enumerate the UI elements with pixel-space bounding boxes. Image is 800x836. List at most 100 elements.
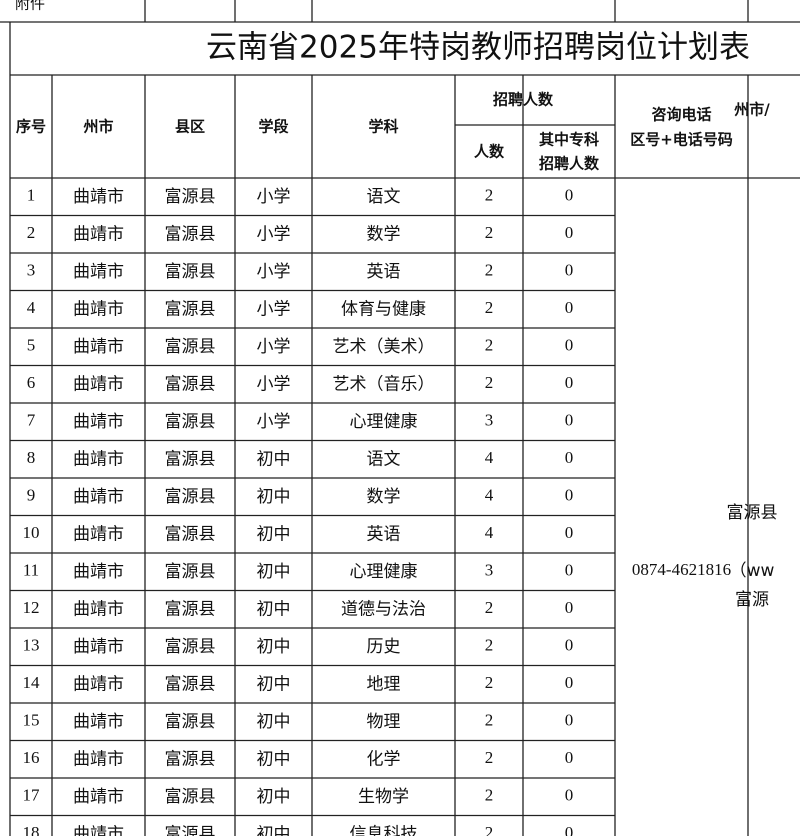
- table-cell: 3: [27, 261, 36, 280]
- column-header: 州市: [82, 118, 113, 136]
- table-cell: 信息科技: [350, 824, 418, 836]
- last-column-text: 富源县: [727, 503, 778, 523]
- table-title: 云南省2025年特岗教师招聘岗位计划表: [206, 30, 750, 66]
- table-cell: 曲靖市: [73, 749, 124, 769]
- table-cell: 7: [27, 411, 36, 430]
- table-cell: 富源县: [165, 487, 216, 507]
- table-cell: 心理健康: [350, 562, 418, 582]
- table-cell: 小学: [257, 337, 291, 357]
- table-cell: 0: [565, 523, 574, 542]
- table-cell: 初中: [257, 487, 291, 507]
- table-cell: 曲靖市: [73, 787, 124, 807]
- table-cell: 初中: [257, 787, 291, 807]
- table-cell: 0: [565, 486, 574, 505]
- table-cell: 2: [485, 786, 494, 805]
- table-cell: 曲靖市: [73, 449, 124, 469]
- table-cell: 曲靖市: [73, 637, 124, 657]
- table-cell: 0: [565, 636, 574, 655]
- table-cell: 富源县: [165, 562, 216, 582]
- table-cell: 化学: [367, 749, 401, 769]
- table-cell: 2: [485, 298, 494, 317]
- table-cell: 0: [565, 748, 574, 767]
- table-cell: 曲靖市: [73, 599, 124, 619]
- table-cell: 15: [23, 711, 40, 730]
- table-cell: 4: [27, 298, 36, 317]
- table-cell: 4: [485, 448, 494, 467]
- table-cell: 初中: [257, 749, 291, 769]
- table-cell: 0: [565, 823, 574, 836]
- table-cell: 初中: [257, 524, 291, 544]
- table-cell: 0: [565, 561, 574, 580]
- last-column-text: 富源: [735, 590, 769, 610]
- table-cell: 0: [565, 711, 574, 730]
- table-cell: 17: [23, 786, 41, 805]
- table-cell: 初中: [257, 449, 291, 469]
- column-header: 区号+电话号码: [630, 131, 733, 149]
- table-cell: 曲靖市: [73, 712, 124, 732]
- table-cell: 0: [565, 336, 574, 355]
- table-cell: 体育与健康: [341, 299, 426, 319]
- table-cell: 初中: [257, 599, 291, 619]
- table-cell: 小学: [257, 262, 291, 282]
- table-cell: 初中: [257, 674, 291, 694]
- table-cell: 13: [23, 636, 40, 655]
- table-cell: 曲靖市: [73, 674, 124, 694]
- table-cell: 富源县: [165, 449, 216, 469]
- column-header: 招聘人数: [539, 155, 600, 173]
- table-cell: 小学: [257, 374, 291, 394]
- table-cell: 小学: [257, 412, 291, 432]
- table-cell: 2: [485, 186, 494, 205]
- table-cell: 生物学: [358, 787, 409, 807]
- table-cell: 10: [23, 523, 40, 542]
- table-cell: 3: [485, 411, 494, 430]
- table-cell: 数学: [367, 487, 401, 507]
- table-cell: 0: [565, 411, 574, 430]
- table-cell: 曲靖市: [73, 262, 124, 282]
- column-header: 序号: [16, 118, 46, 136]
- table-cell: 0: [565, 786, 574, 805]
- table-cell: 曲靖市: [73, 337, 124, 357]
- table-cell: 6: [27, 373, 36, 392]
- column-header: 其中专科: [539, 131, 599, 149]
- table-cell: 初中: [257, 824, 291, 836]
- table-cell: 富源县: [165, 712, 216, 732]
- table-cell: 2: [485, 673, 494, 692]
- table-cell: 曲靖市: [73, 374, 124, 394]
- table-cell: 小学: [257, 187, 291, 207]
- table-cell: 2: [485, 636, 494, 655]
- table-cell: 物理: [367, 712, 401, 732]
- table-cell: 曲靖市: [73, 562, 124, 582]
- table-cell: 富源县: [165, 224, 216, 244]
- table-cell: 语文: [367, 187, 401, 207]
- table-cell: 3: [485, 561, 494, 580]
- table-cell: 富源县: [165, 824, 216, 836]
- table-cell: 2: [485, 223, 494, 242]
- table-cell: 曲靖市: [73, 524, 124, 544]
- last-column-text: （ww: [730, 561, 775, 581]
- table-cell: 富源县: [165, 524, 216, 544]
- table-cell: 富源县: [165, 787, 216, 807]
- table-cell: 曲靖市: [73, 412, 124, 432]
- table-cell: 14: [23, 673, 41, 692]
- column-header: 人数: [474, 143, 505, 161]
- table-cell: 小学: [257, 299, 291, 319]
- table-cell: 2: [27, 223, 36, 242]
- table-cell: 艺术（美术）: [333, 337, 435, 357]
- table-cell: 曲靖市: [73, 487, 124, 507]
- table-cell: 初中: [257, 712, 291, 732]
- table-cell: 0: [565, 223, 574, 242]
- table-cell: 富源县: [165, 674, 216, 694]
- table-cell: 富源县: [165, 749, 216, 769]
- table-cell: 曲靖市: [73, 224, 124, 244]
- table-cell: 富源县: [165, 412, 216, 432]
- table-cell: 0: [565, 298, 574, 317]
- table-cell: 0: [565, 598, 574, 617]
- table-cell: 心理健康: [350, 412, 418, 432]
- column-header: 招聘人数: [493, 91, 554, 109]
- table-cell: 2: [485, 711, 494, 730]
- table-cell: 英语: [367, 524, 401, 544]
- phone-cell: 0874-4621816: [632, 560, 731, 579]
- column-header: 县区: [175, 118, 205, 136]
